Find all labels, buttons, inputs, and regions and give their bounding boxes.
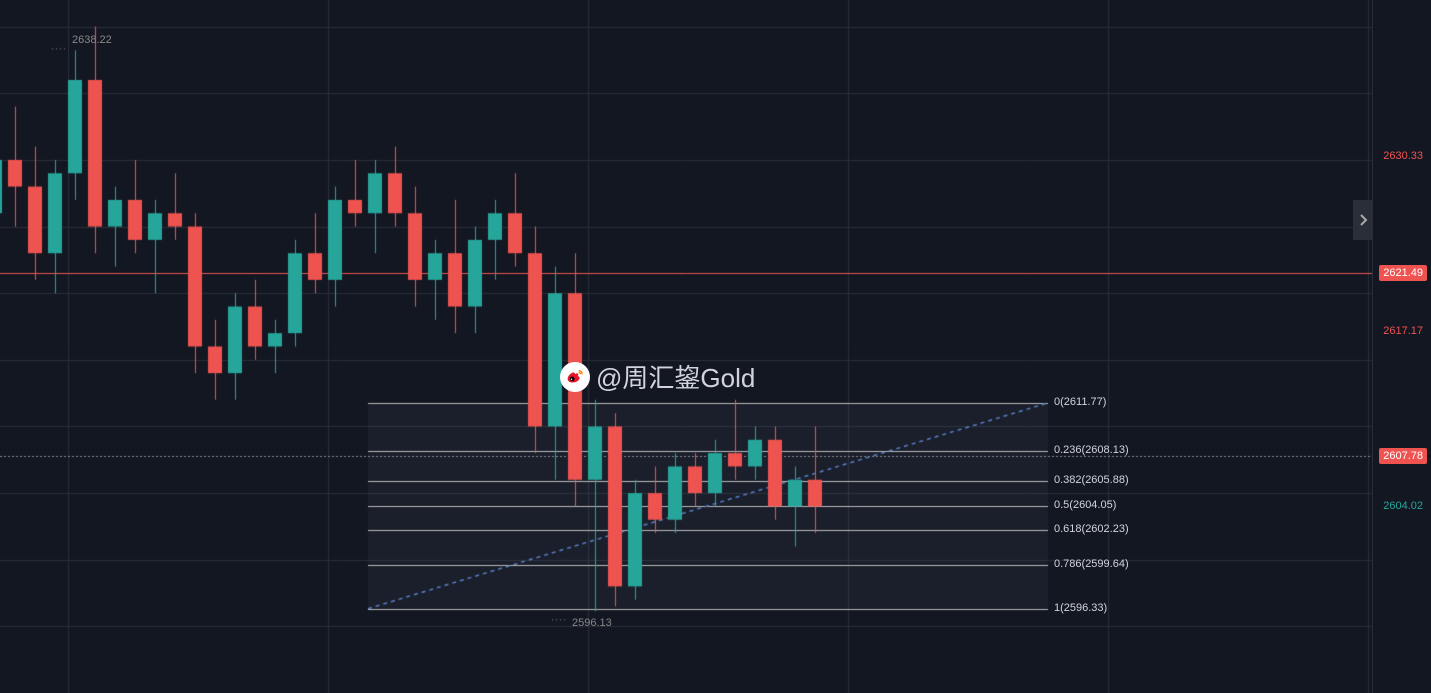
fib-level-label: 0.618(2602.23) <box>1054 523 1129 535</box>
fib-level-label: 1(2596.33) <box>1054 602 1107 614</box>
price-axis[interactable]: 2630.33 2621.49 2617.17 2607.78 2604.02 <box>1372 0 1431 693</box>
price-axis-label: 2604.02 <box>1379 498 1427 514</box>
expand-axis-button[interactable] <box>1353 200 1373 240</box>
watermark-text: @周汇鋆Gold <box>596 358 755 395</box>
price-annotation: 2638.22 <box>72 34 112 46</box>
fib-level-label: 0.382(2605.88) <box>1054 474 1129 486</box>
price-axis-label: 2621.49 <box>1379 265 1427 281</box>
price-axis-label: 2617.17 <box>1379 323 1427 339</box>
price-annotation: 2596.13 <box>572 617 612 629</box>
price-axis-label: 2630.33 <box>1379 148 1427 164</box>
fib-level-label: 0.236(2608.13) <box>1054 444 1129 456</box>
watermark: @周汇鋆Gold <box>560 358 755 395</box>
price-axis-label: 2607.78 <box>1379 448 1427 464</box>
candlestick-chart[interactable] <box>0 0 1373 693</box>
fib-level-label: 0.786(2599.64) <box>1054 558 1129 570</box>
fib-level-label: 0.5(2604.05) <box>1054 499 1116 511</box>
weibo-icon <box>560 362 590 392</box>
fib-level-label: 0(2611.77) <box>1054 396 1106 408</box>
